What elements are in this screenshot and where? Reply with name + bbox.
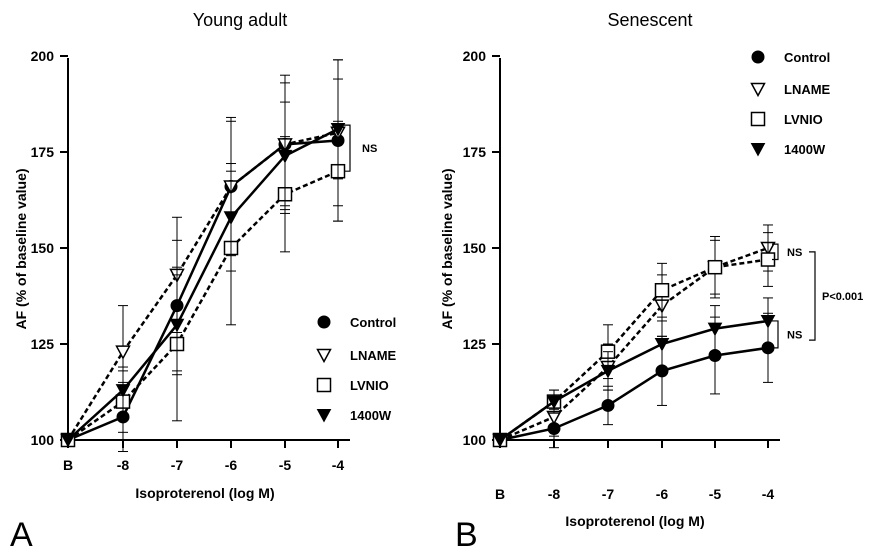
panel-b-plot — [492, 224, 776, 449]
panel-b-point-1400w — [760, 314, 776, 329]
panel-a-ytick-label: 200 — [31, 48, 55, 64]
panel-b-legend-label: LVNIO — [784, 112, 823, 127]
panel-b-xtick-label: -8 — [548, 486, 561, 502]
panel-b-series-line-lname — [499, 246, 769, 442]
panel-b-legend-marker — [750, 143, 766, 157]
panel-a-point-1400w — [60, 434, 76, 448]
panel-a-ytick-label: 125 — [31, 336, 55, 352]
panel-a-ticks: 100 125 150 175 200 B -8 -7 -6 -5 -4 — [31, 48, 345, 473]
panel-a: Young adult AF (% of baseline value) Iso… — [10, 10, 397, 548]
panel-a-plot — [60, 59, 346, 453]
panel-b-point-1400w — [654, 338, 670, 352]
panel-b-series-line-lvnio — [499, 258, 769, 442]
panel-b-legend-marker — [750, 82, 766, 98]
panel-a-x-label: Isoproterenol (log M) — [135, 485, 274, 501]
panel-b-legend-label: Control — [784, 50, 830, 65]
panel-a-legend-label: Control — [350, 315, 396, 330]
panel-b-series-line-control — [499, 346, 769, 442]
panel-b-xtick-label: -5 — [709, 486, 722, 502]
panel-a-xtick-label: -4 — [332, 457, 345, 473]
panel-a-legend-marker — [316, 348, 332, 364]
panel-a-y-label: AF (% of baseline value) — [13, 168, 29, 329]
panel-a-point-1400w — [169, 318, 185, 333]
panel-a-bracket — [344, 124, 351, 172]
panel-b-point-1400w — [546, 395, 562, 410]
panel-b-xtick-label: -7 — [602, 486, 615, 502]
panel-b-legend: Control LNAME LVNIO 1400W — [750, 50, 831, 157]
panel-b-ytick-label: 100 — [463, 432, 487, 448]
panel-b-series-line-1400w — [499, 319, 769, 442]
panel-a-ytick-label: 175 — [31, 144, 55, 160]
panel-b-xtick-label: -4 — [762, 486, 775, 502]
panel-a-ytick-label: 100 — [31, 432, 55, 448]
panel-a-series-line-control — [67, 139, 339, 442]
panel-a-letter: A — [10, 516, 33, 548]
panel-a-legend-marker — [317, 315, 331, 329]
panel-a-point-1400w — [277, 149, 293, 164]
panel-b-xtick-label: -6 — [656, 486, 669, 502]
panel-b-annotations: NS NS P<0.001 — [772, 243, 863, 349]
panel-a-legend-label: 1400W — [350, 408, 392, 423]
panel-b-point-lvnio — [707, 259, 723, 275]
panel-a-legend-label: LNAME — [350, 348, 397, 363]
panel-a-annotations: NS — [344, 124, 377, 172]
panel-b-bracket — [772, 243, 779, 261]
panel-b-ticks: 100 125 150 175 200 B -8 -7 -6 -5 -4 — [463, 48, 775, 502]
panel-b-point-lvnio — [654, 282, 670, 298]
panel-a-point-1400w — [330, 122, 346, 137]
panel-b: Senescent AF (% of baseline value) Isopr… — [439, 10, 863, 548]
panel-a-legend-marker — [316, 377, 332, 393]
panel-a-xtick-label: -5 — [279, 457, 292, 473]
panel-b-bracket — [772, 320, 779, 349]
panel-a-series-line-lvnio — [67, 170, 339, 442]
panel-a-xtick-label: -6 — [225, 457, 238, 473]
panel-b-annotation: NS — [787, 329, 802, 341]
panel-a-series-line-1400w — [67, 127, 339, 441]
panel-b-y-label: AF (% of baseline value) — [439, 168, 455, 329]
panel-a-point-1400w — [115, 384, 131, 398]
panel-b-xtick-label: B — [495, 486, 505, 502]
panel-b-ytick-label: 150 — [463, 240, 487, 256]
panel-a-title: Young adult — [193, 10, 287, 30]
panel-b-point-1400w — [600, 364, 616, 379]
panel-b-legend-marker — [751, 50, 765, 64]
panel-a-series-line-lname — [66, 131, 339, 441]
panel-b-x-label: Isoproterenol (log M) — [565, 513, 704, 529]
panel-b-point-control — [601, 398, 615, 412]
panel-a-point-1400w — [223, 211, 239, 225]
panel-b-ytick-label: 175 — [463, 144, 487, 160]
panel-b-legend-label: LNAME — [784, 82, 831, 97]
panel-a-legend: Control LNAME LVNIO 1400W — [316, 315, 397, 423]
panel-b-annotation: P<0.001 — [822, 291, 863, 303]
panel-a-legend-label: LVNIO — [350, 378, 389, 393]
panel-b-legend-marker — [750, 111, 766, 127]
panel-b-letter: B — [455, 516, 478, 548]
panel-b-title: Senescent — [607, 10, 692, 30]
panel-a-xtick-label: -8 — [117, 457, 130, 473]
panel-b-annotation: NS — [787, 247, 802, 259]
panel-b-ytick-label: 200 — [463, 48, 487, 64]
panel-a-annotation: NS — [362, 143, 377, 155]
panel-a-ytick-label: 150 — [31, 240, 55, 256]
panel-b-point-1400w — [707, 322, 723, 337]
panel-b-point-1400w — [492, 434, 508, 448]
panel-b-bracket — [809, 251, 816, 341]
panel-a-xtick-label: B — [63, 457, 73, 473]
panel-a-legend-marker — [316, 409, 332, 423]
panel-b-legend-label: 1400W — [784, 142, 826, 157]
panel-a-point-lname — [115, 345, 131, 360]
panel-b-ytick-label: 125 — [463, 336, 487, 352]
panel-a-xtick-label: -7 — [171, 457, 184, 473]
